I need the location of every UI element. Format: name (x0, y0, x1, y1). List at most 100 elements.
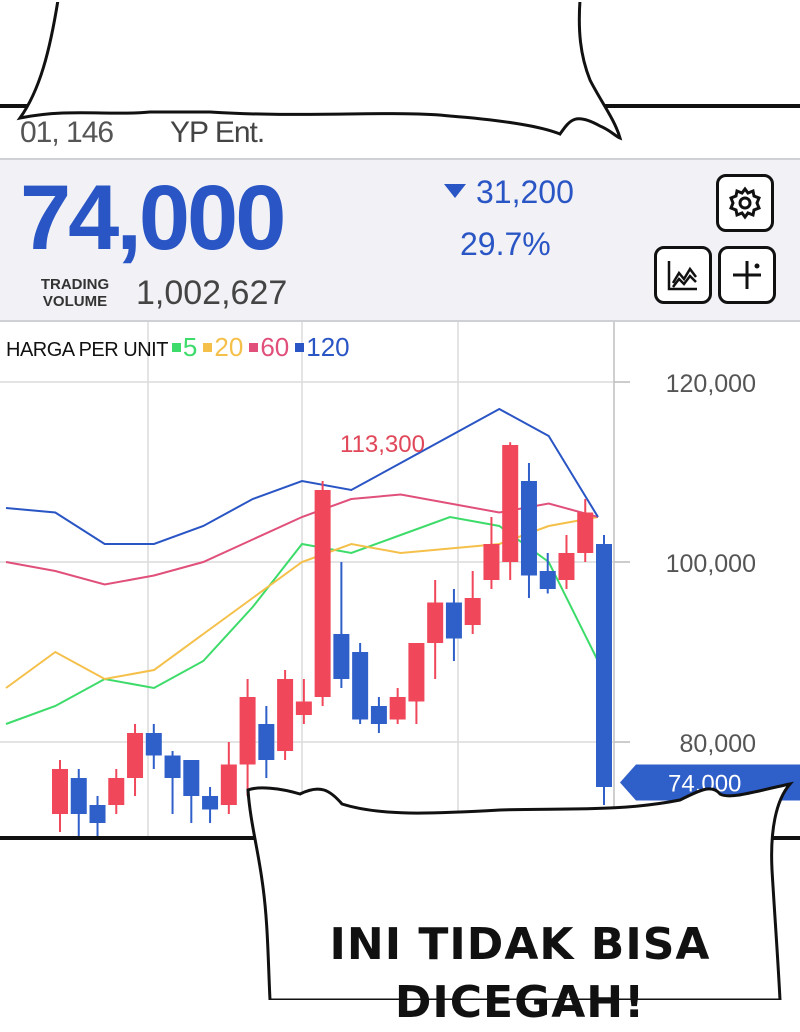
legend-swatch (203, 343, 213, 352)
legend-item-5: 5 (171, 332, 198, 362)
candle-body (333, 634, 350, 679)
candle (427, 580, 444, 679)
candle (145, 724, 162, 769)
stock-panel: 01, 146 YP Ent. 74,000 TRADING VOLUME 1,… (0, 104, 800, 840)
candle (539, 553, 556, 594)
y-tick-label: 80,000 (680, 730, 756, 758)
candle-body (220, 764, 237, 805)
bottom-speech-bubble (246, 781, 795, 1000)
candle (389, 688, 406, 724)
candle-body (314, 490, 331, 697)
chart-legend: HARGA PER UNIT 5 20 60 120 (6, 332, 356, 363)
top-speech-bubble (0, 0, 800, 141)
candle-body (52, 769, 68, 814)
candle (164, 751, 181, 814)
candle-body (352, 652, 369, 720)
speech-line-2: DICEGAH! (394, 977, 646, 1028)
candle (445, 589, 462, 661)
candle-body (258, 724, 275, 760)
candle-body (370, 706, 387, 724)
speech-line-1: INI TIDAK BISA (329, 919, 711, 970)
candle (258, 706, 275, 778)
candle (577, 499, 594, 562)
y-tick-label: 100,000 (666, 550, 756, 578)
ticker-code: 01, 146 (20, 116, 114, 149)
candle-body (408, 643, 425, 702)
candle (202, 787, 219, 823)
legend-swatch (295, 343, 305, 352)
candle-body (539, 571, 556, 589)
volume-label: TRADING VOLUME (40, 276, 110, 310)
ma-line-120 (5, 407, 599, 545)
candle-body (389, 697, 406, 720)
candle (89, 796, 106, 836)
candle-body (295, 701, 312, 715)
ticker-row: 01, 146 YP Ent. (0, 108, 800, 158)
candle (483, 517, 500, 589)
candle (127, 724, 144, 796)
candle (295, 679, 312, 724)
current-price: 74,000 (20, 167, 286, 269)
ma-line-60 (5, 493, 599, 586)
y-tick-label: 120,000 (666, 370, 756, 398)
candle-body (577, 512, 594, 553)
candle (183, 760, 200, 823)
candle (408, 643, 425, 724)
candle-body (89, 805, 106, 823)
volume-value: 1,002,627 (136, 274, 288, 312)
candle-body (445, 602, 462, 639)
candle-body (277, 679, 294, 751)
candle (370, 697, 387, 733)
legend-item-label: 20 (214, 332, 244, 362)
legend-swatch (249, 343, 259, 352)
candle (220, 742, 237, 814)
down-triangle-icon (444, 183, 466, 198)
legend-item-label: 60 (260, 332, 290, 362)
candle-body (183, 760, 200, 796)
candle-body (127, 733, 144, 778)
high-price-annotation: 113,300 (340, 431, 425, 458)
legend-item-label: 5 (182, 332, 198, 362)
price-change-value: 31,200 (476, 174, 574, 210)
candle-body (145, 733, 162, 756)
legend-item-20: 20 (203, 332, 243, 362)
candle-body (558, 553, 575, 580)
price-chart[interactable]: 120,000 100,000 80,000 113,300 74,000 HARGA … (0, 322, 800, 836)
candle (558, 535, 575, 589)
candle-body (483, 544, 500, 580)
legend-item-120: 120 (295, 332, 350, 362)
line-chart-icon (667, 261, 697, 291)
candle (352, 643, 369, 724)
legend-label: HARGA PER UNIT (6, 339, 168, 361)
ticker-name: YP Ent. (170, 116, 265, 149)
chart-type-button[interactable] (654, 246, 712, 304)
crosshair-button[interactable] (718, 246, 776, 304)
candle (277, 670, 294, 760)
gear-icon (729, 186, 761, 220)
candle (520, 463, 537, 598)
legend-item-60: 60 (249, 332, 289, 362)
speech-bubble-text: INI TIDAK BISA DICEGAH! (300, 916, 740, 1032)
candle (596, 535, 612, 805)
candle (314, 481, 331, 706)
price-change-percent: 29.7% (460, 226, 551, 262)
price-change: 31,200 (444, 174, 574, 211)
legend-swatch (171, 343, 181, 352)
candle (239, 679, 256, 796)
candle (464, 571, 481, 634)
candle-body (520, 481, 537, 576)
candle-body (108, 778, 125, 805)
candle (70, 769, 87, 836)
candle (502, 442, 519, 580)
candle (333, 562, 350, 688)
crosshair-icon (733, 261, 761, 289)
settings-button[interactable] (716, 174, 774, 232)
candle-body (239, 697, 256, 765)
candle-body (427, 602, 444, 643)
candle-body (464, 598, 481, 625)
candle-body (502, 445, 519, 562)
legend-item-label: 120 (306, 332, 350, 362)
candle-body (596, 544, 612, 787)
candle-body (202, 796, 219, 810)
